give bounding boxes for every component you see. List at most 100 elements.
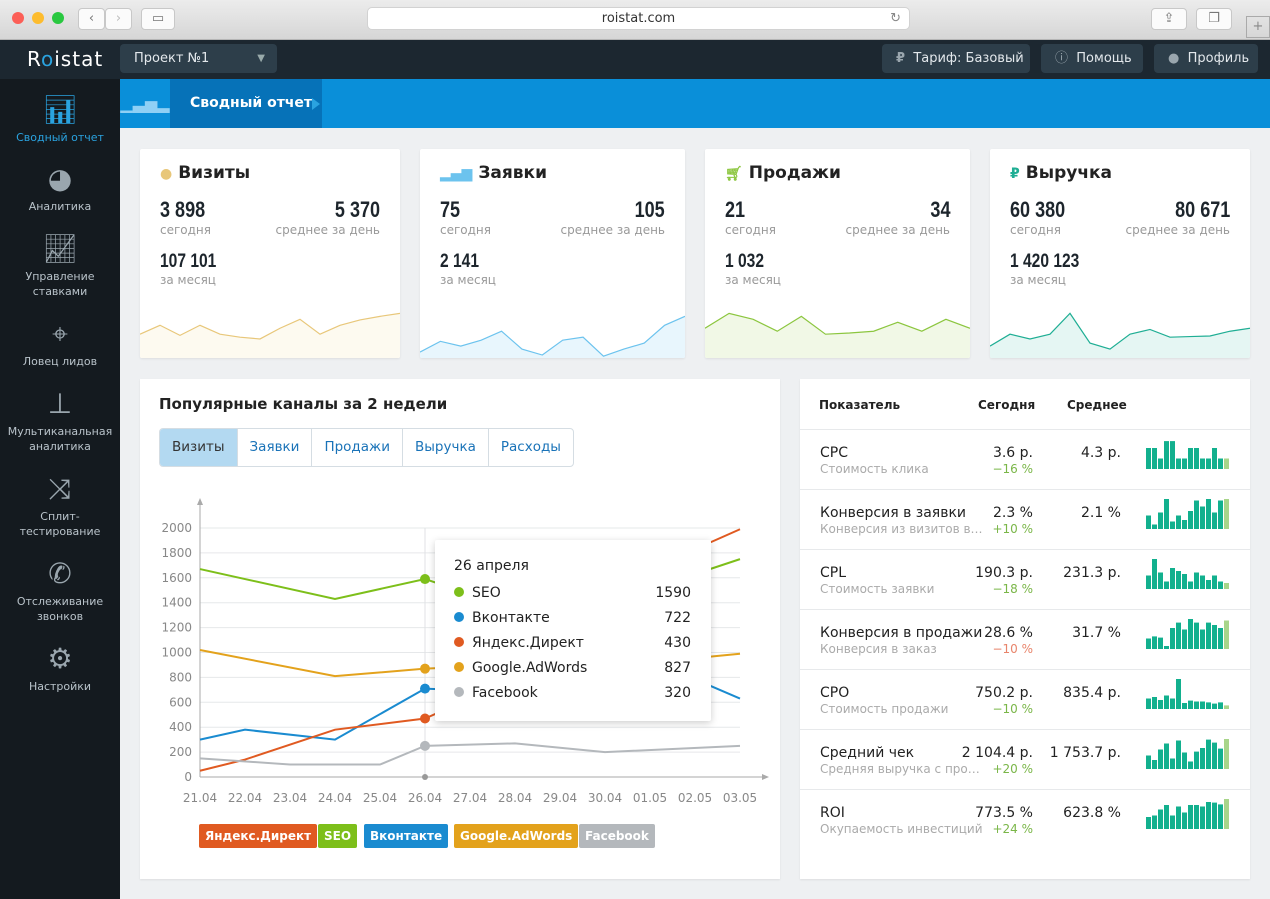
metric-desc: Стоимость заявки	[820, 582, 935, 596]
avg-value: 34	[929, 197, 950, 222]
share-icon[interactable]: ⇪	[1151, 8, 1187, 30]
metric-bars	[1146, 739, 1229, 769]
month-value: 1 032	[725, 251, 764, 272]
metric-bar	[1188, 448, 1193, 469]
metric-bar	[1206, 458, 1211, 469]
sidebar-item-leads[interactable]: ⌖ Ловец лидов	[0, 317, 120, 369]
metric-bar	[1194, 701, 1199, 709]
url-bar[interactable]: roistat.com ↻	[367, 7, 910, 30]
sidebar-toggle-icon[interactable]: ▭	[141, 8, 175, 30]
x-tick-label: 25.04	[363, 791, 397, 805]
metric-row[interactable]: CPL Стоимость заявки 190.3 р. −18 % 231.…	[800, 549, 1250, 609]
metric-bar	[1152, 697, 1157, 709]
logo[interactable]: Roistat	[27, 47, 104, 71]
card-title: ₽ Выручка	[1010, 163, 1112, 183]
panel-title: Популярные каналы за 2 недели	[159, 395, 448, 413]
metric-avg: 623.8 %	[1063, 805, 1121, 821]
metric-row[interactable]: CPO Стоимость продажи 750.2 р. −10 % 835…	[800, 669, 1250, 729]
sidebar-item-split[interactable]: ⤨ Сплит-тестирование	[0, 472, 120, 539]
metric-bar	[1206, 499, 1211, 529]
metric-bars	[1146, 559, 1229, 589]
sidebar-item-label: Аналитика	[28, 200, 92, 213]
legend-item[interactable]: SEO	[318, 824, 358, 848]
close-window-button[interactable]	[12, 12, 24, 24]
sidebar-item-bids[interactable]: 📈︎ Управление ставками	[0, 232, 120, 299]
metric-row[interactable]: ROI Окупаемость инвестиций 773.5 % +24 %…	[800, 789, 1250, 849]
metric-bar	[1194, 448, 1199, 469]
metric-bar	[1212, 703, 1217, 709]
back-button[interactable]: ‹	[78, 8, 105, 30]
tariff-button[interactable]: ₽ Тариф: Базовый	[882, 44, 1030, 73]
x-tick-label: 26.04	[408, 791, 442, 805]
project-label: Проект №1	[134, 51, 210, 66]
tooltip-row: Google.AdWords 827	[454, 660, 691, 676]
sidebar-item-settings[interactable]: ⚙ Настройки	[0, 642, 120, 694]
metric-bar	[1182, 752, 1187, 769]
avg-label: среднее за день	[560, 223, 665, 237]
x-tick-label: 01.05	[633, 791, 667, 805]
tab-visits[interactable]: Визиты	[160, 429, 238, 466]
metric-row[interactable]: Конверсия в заявки Конверсия из визитов …	[800, 489, 1250, 549]
metric-bar	[1212, 512, 1217, 529]
sidebar-item-calls[interactable]: ✆ Отслеживание звонков	[0, 557, 120, 624]
metric-bar	[1170, 698, 1175, 709]
help-button[interactable]: ⓘ Помощь	[1041, 44, 1143, 73]
breadcrumb-current: Сводный отчет	[190, 95, 313, 111]
tab-leads[interactable]: Заявки	[238, 429, 313, 466]
zoom-window-button[interactable]	[52, 12, 64, 24]
metric-row[interactable]: Средний чек Средняя выручка с продажи 2 …	[800, 729, 1250, 789]
chevron-down-icon: ▼	[257, 53, 265, 64]
x-tick-label: 24.04	[318, 791, 352, 805]
breadcrumb[interactable]: Сводный отчет	[170, 79, 322, 128]
metric-name: Конверсия в продажи	[820, 625, 983, 641]
bar-chart-icon[interactable]: ▁▃▅▂	[120, 94, 170, 113]
x-tick-label: 23.04	[273, 791, 307, 805]
metric-bar	[1152, 448, 1157, 469]
tooltip-series-value: 430	[664, 635, 691, 651]
metric-bar	[1182, 458, 1187, 469]
tooltip-series-value: 320	[664, 685, 691, 701]
tab-sales[interactable]: Продажи	[312, 429, 403, 466]
column-header-today: Сегодня	[978, 398, 1036, 412]
reload-icon[interactable]: ↻	[890, 11, 901, 26]
metric-bar	[1182, 703, 1187, 709]
series-point-Facebook	[420, 740, 430, 751]
metric-bar	[1218, 628, 1223, 649]
metric-name: ROI	[820, 805, 845, 821]
profile-button[interactable]: ● Профиль	[1154, 44, 1258, 73]
minimize-window-button[interactable]	[32, 12, 44, 24]
metric-bar	[1152, 524, 1157, 529]
new-tab-button[interactable]: +	[1246, 16, 1270, 38]
tooltip-series-name: Google.AdWords	[472, 660, 588, 676]
tab-revenue[interactable]: Выручка	[403, 429, 489, 466]
y-tick-label: 600	[169, 695, 192, 709]
metric-avg: 2.1 %	[1080, 505, 1121, 521]
metric-avg: 4.3 р.	[1080, 445, 1121, 461]
legend-item[interactable]: Google.AdWords	[454, 824, 579, 848]
legend-item[interactable]: Яндекс.Директ	[199, 824, 318, 848]
metric-row[interactable]: CPC Стоимость клика 3.6 р. −16 % 4.3 р.	[800, 429, 1250, 489]
card-title: 🛒︎ Продажи	[725, 163, 841, 183]
metric-row[interactable]: Конверсия в продажи Конверсия в заказ 28…	[800, 609, 1250, 669]
tooltip-row: SEO 1590	[454, 585, 691, 601]
tabs-icon[interactable]: ❐	[1196, 8, 1232, 30]
sidebar-item-summary[interactable]: 📊︎ Сводный отчет	[0, 93, 120, 145]
metric-bar	[1158, 572, 1163, 589]
sidebar-item-analytics[interactable]: ◕ Аналитика	[0, 162, 120, 214]
legend-item[interactable]: Вконтакте	[364, 824, 449, 848]
crosshair-icon: ⌖	[52, 317, 68, 350]
legend-item[interactable]: Facebook	[579, 824, 655, 848]
metric-bars	[1146, 799, 1229, 829]
channels-panel: Популярные каналы за 2 недели Визиты Зая…	[140, 379, 780, 879]
sidebar-item-multichannel[interactable]: ⊥ Мультиканальная аналитика	[0, 387, 120, 454]
trend-sparkline	[420, 315, 685, 358]
metric-bar	[1212, 448, 1217, 469]
project-select[interactable]: Проект №1 ▼	[120, 44, 277, 73]
forward-button[interactable]: ›	[105, 8, 132, 30]
metric-bar	[1206, 580, 1211, 589]
today-label: сегодня	[440, 223, 491, 237]
stat-card: ● Визиты 3 898 сегодня 5 370 среднее за д…	[140, 149, 400, 358]
metric-bar	[1158, 512, 1163, 529]
tab-costs[interactable]: Расходы	[500, 439, 561, 455]
card-title: ● Визиты	[160, 163, 250, 183]
